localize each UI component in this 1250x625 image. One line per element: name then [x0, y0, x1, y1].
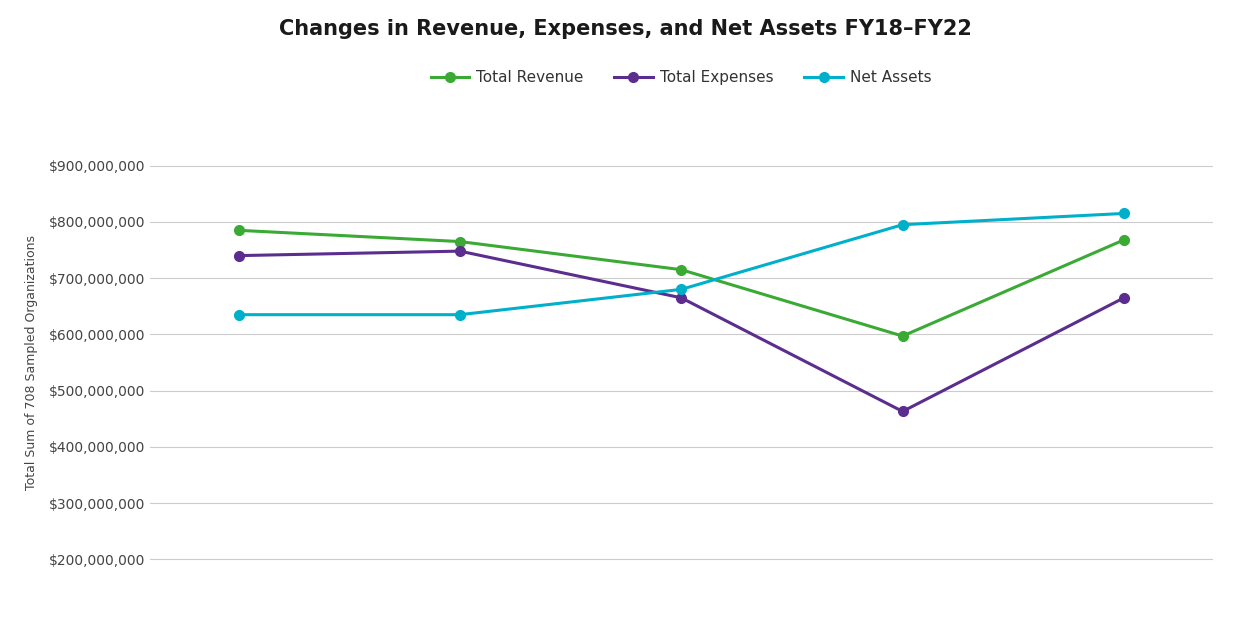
Line: Net Assets: Net Assets — [234, 209, 1129, 319]
Y-axis label: Total Sum of 708 Sampled Organizations: Total Sum of 708 Sampled Organizations — [25, 235, 38, 490]
Text: Changes in Revenue, Expenses, and Net Assets FY18–FY22: Changes in Revenue, Expenses, and Net As… — [279, 19, 971, 39]
Net Assets — [231, 311, 246, 319]
Total Expenses — [1116, 294, 1131, 301]
Total Revenue — [895, 332, 910, 340]
Total Revenue — [231, 226, 246, 234]
Net Assets — [1116, 209, 1131, 217]
Line: Total Revenue: Total Revenue — [234, 226, 1129, 341]
Total Expenses — [674, 294, 689, 301]
Total Expenses — [452, 248, 468, 255]
Total Revenue — [674, 266, 689, 274]
Total Expenses — [231, 252, 246, 259]
Legend: Total Revenue, Total Expenses, Net Assets: Total Revenue, Total Expenses, Net Asset… — [425, 64, 938, 91]
Net Assets — [674, 286, 689, 293]
Net Assets — [895, 221, 910, 228]
Line: Total Expenses: Total Expenses — [234, 246, 1129, 416]
Total Revenue — [452, 238, 468, 245]
Net Assets — [452, 311, 468, 319]
Total Expenses — [895, 408, 910, 415]
Total Revenue — [1116, 236, 1131, 244]
